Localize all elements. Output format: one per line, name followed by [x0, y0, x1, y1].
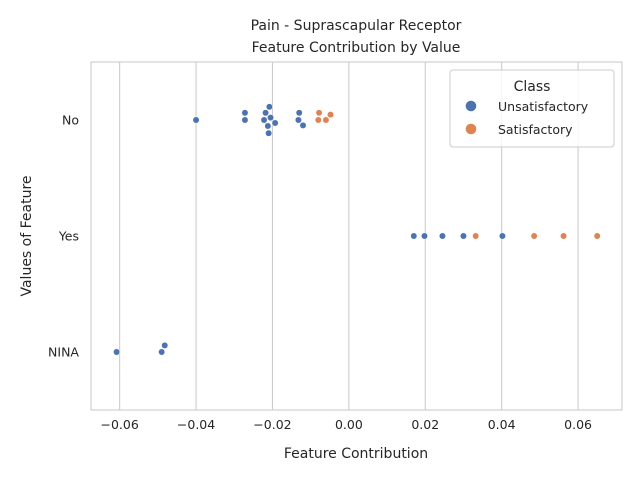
data-point-unsatisfactory	[192, 116, 200, 124]
y-tick-label: NINA	[48, 345, 79, 360]
data-point-satisfactory	[530, 232, 538, 240]
data-point-unsatisfactory	[262, 109, 270, 117]
data-point-unsatisfactory	[161, 341, 169, 349]
x-tick-label: −0.04	[177, 417, 215, 432]
data-point-unsatisfactory	[498, 232, 506, 240]
data-point-unsatisfactory	[241, 109, 249, 117]
data-point-unsatisfactory	[241, 116, 249, 124]
y-axis-label: Values of Feature	[19, 175, 35, 296]
legend-marker-unsatisfactory	[465, 100, 477, 112]
y-tick-label: No	[62, 113, 79, 128]
data-point-satisfactory	[322, 116, 330, 124]
x-axis-label: Feature Contribution	[284, 446, 428, 462]
data-point-unsatisfactory	[410, 232, 418, 240]
data-point-unsatisfactory	[158, 348, 166, 356]
x-tick-label: −0.06	[100, 417, 138, 432]
x-tick-label: 0.04	[488, 417, 516, 432]
data-point-satisfactory	[472, 232, 480, 240]
chart-title-line-2: Feature Contribution by Value	[252, 40, 461, 56]
data-points	[113, 103, 601, 356]
x-tick-label: 0.00	[335, 417, 363, 432]
chart-title-line-1: Pain - Suprascapular Receptor	[251, 18, 462, 34]
data-point-unsatisfactory	[267, 114, 274, 122]
data-point-unsatisfactory	[439, 232, 446, 240]
data-point-unsatisfactory	[271, 119, 279, 127]
x-tick-label: −0.02	[253, 417, 291, 432]
y-tick-labels: No Yes NINA	[48, 113, 79, 360]
x-tick-label: 0.02	[411, 417, 439, 432]
legend-label-unsatisfactory: Unsatisfactory	[498, 99, 589, 114]
data-point-satisfactory	[560, 232, 568, 240]
y-tick-label: Yes	[58, 229, 79, 244]
x-tick-label: 0.06	[564, 417, 592, 432]
plot-frame	[90, 61, 623, 411]
data-point-satisfactory	[327, 111, 334, 119]
data-point-unsatisfactory	[264, 122, 272, 130]
data-point-unsatisfactory	[113, 348, 121, 356]
legend-marker-satisfactory	[465, 123, 477, 135]
data-point-unsatisfactory	[265, 103, 273, 111]
data-point-unsatisfactory	[265, 129, 273, 137]
data-point-unsatisfactory	[299, 121, 307, 129]
data-point-unsatisfactory	[260, 116, 268, 124]
legend: Class Unsatisfactory Satisfactory	[449, 69, 615, 148]
data-point-satisfactory	[314, 116, 322, 124]
data-point-satisfactory	[593, 232, 601, 240]
legend-label-satisfactory: Satisfactory	[498, 122, 573, 137]
data-point-unsatisfactory	[460, 232, 467, 240]
x-tick-labels: −0.06 −0.04 −0.02 0.00 0.02 0.04 0.06	[100, 417, 592, 432]
data-point-unsatisfactory	[294, 116, 302, 124]
data-point-satisfactory	[315, 109, 323, 117]
data-point-unsatisfactory	[421, 232, 428, 240]
data-point-unsatisfactory	[295, 109, 303, 117]
legend-box	[449, 69, 615, 148]
legend-title: Class	[514, 79, 551, 95]
